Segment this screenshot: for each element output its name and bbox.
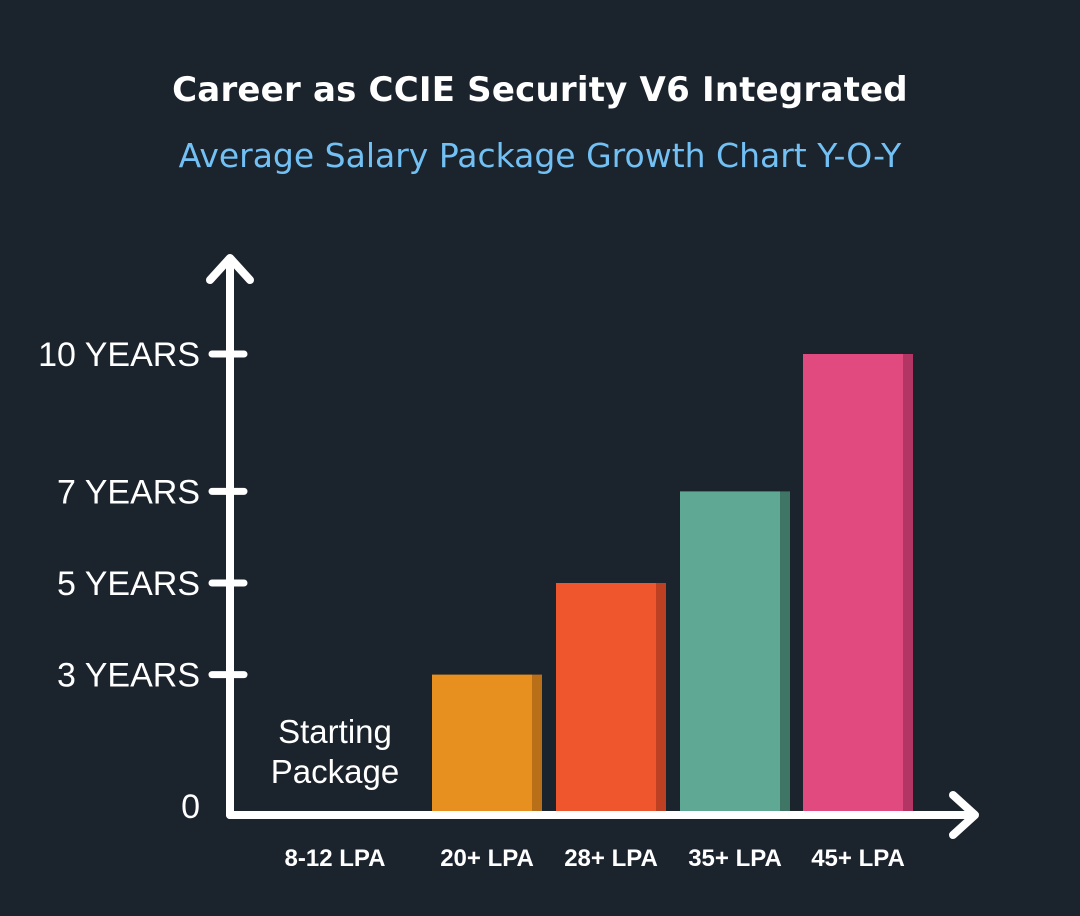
bar-side	[903, 354, 913, 815]
y-tick-label: 7 YEARS	[57, 473, 200, 511]
y-tick-label: 3 YEARS	[57, 657, 200, 695]
chart-subtitle: Average Salary Package Growth Chart Y-O-…	[178, 136, 902, 175]
bar-45-lpa	[803, 354, 913, 815]
bar-side	[656, 583, 666, 815]
chart-title: Career as CCIE Security V6 Integrated	[172, 70, 908, 110]
y-tick-label: 10 YEARS	[38, 336, 200, 374]
bar-face	[680, 491, 780, 815]
labels-layer: 0 3 YEARS 5 YEARS 7 YEARS 10 YEARS 8-12 LPA 20…	[38, 336, 905, 872]
bar-face	[803, 354, 903, 815]
y-axis-arrow	[206, 254, 254, 284]
bar-35-lpa	[680, 491, 790, 815]
bar-side	[532, 674, 542, 815]
x-tick-label: 28+ LPA	[564, 845, 658, 872]
y-tick-label: 0	[181, 788, 200, 826]
x-tick-label: 8-12 LPA	[285, 845, 386, 872]
y-tick-label: 5 YEARS	[57, 565, 200, 603]
x-axis-arrow	[949, 791, 979, 839]
x-tick-label: 20+ LPA	[440, 845, 534, 872]
x-tick-label: 45+ LPA	[811, 845, 905, 872]
bar-side	[780, 491, 790, 815]
bar-face	[432, 674, 532, 815]
bars-layer	[432, 354, 913, 815]
bar-20-lpa	[432, 674, 542, 815]
axes-layer	[206, 254, 979, 839]
annotation-line: Starting	[278, 713, 392, 750]
annotation-line: Package	[271, 753, 399, 790]
bar-28-lpa	[556, 583, 666, 815]
bar-face	[556, 583, 656, 815]
x-tick-label: 35+ LPA	[688, 845, 782, 872]
